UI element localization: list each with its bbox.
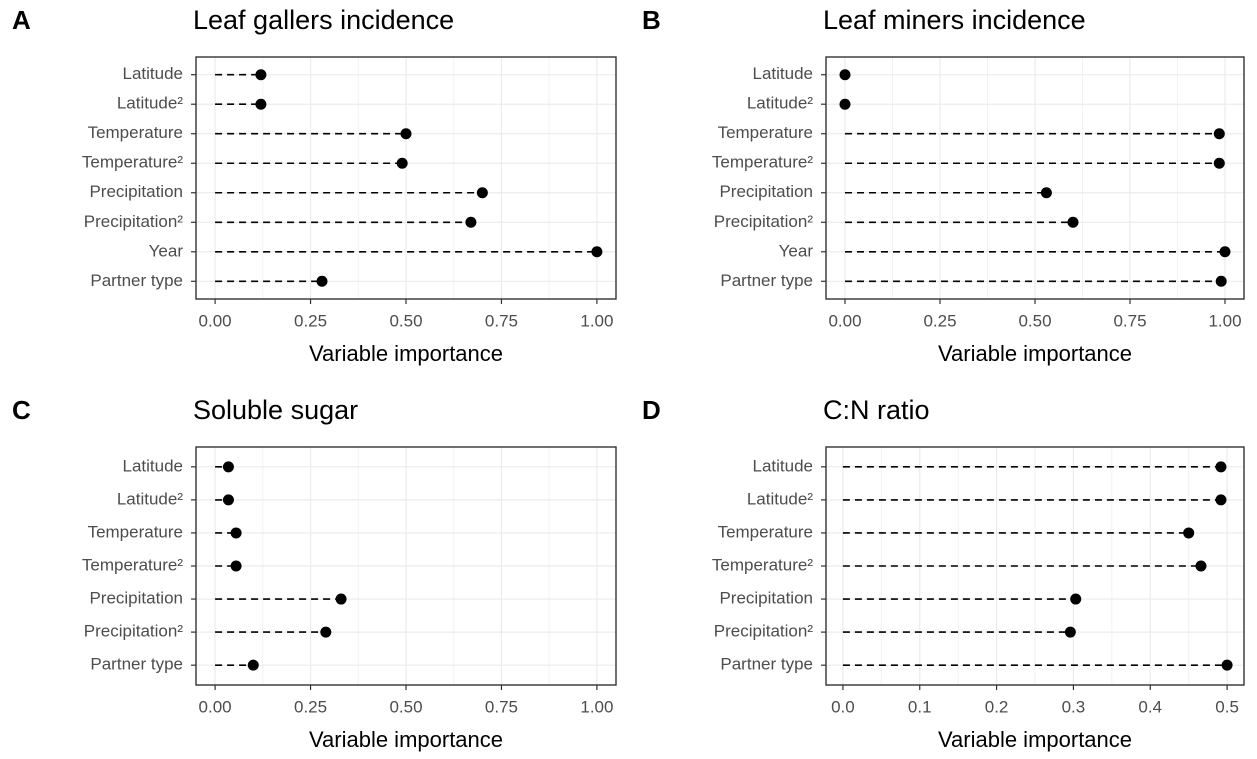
- panel-letter: B: [642, 5, 661, 35]
- y-tick-label: Latitude: [753, 64, 814, 83]
- y-tick-label: Year: [149, 241, 184, 260]
- dot: [320, 626, 332, 638]
- y-tick-label: Latitude: [753, 456, 814, 475]
- x-tick-label: 0.25: [294, 311, 327, 330]
- y-tick-label: Temperature²: [82, 153, 183, 172]
- x-axis-label: Variable importance: [309, 341, 503, 366]
- x-tick-label: 0.75: [485, 697, 518, 716]
- dot: [1213, 128, 1225, 140]
- y-tick-label: Precipitation: [719, 589, 813, 608]
- x-tick-label: 0.5: [1215, 697, 1239, 716]
- x-tick-label: 1.00: [1208, 311, 1241, 330]
- y-tick-label: Temperature²: [712, 153, 813, 172]
- dot: [247, 659, 259, 671]
- x-tick-label: 1.00: [580, 311, 613, 330]
- x-tick-label: 0.00: [199, 311, 232, 330]
- dot: [839, 98, 851, 110]
- dot: [465, 216, 477, 228]
- dot: [1064, 626, 1076, 638]
- panel-title: C:N ratio: [823, 395, 930, 425]
- x-tick-label: 0.25: [294, 697, 327, 716]
- dot: [1213, 157, 1225, 169]
- dot: [335, 593, 347, 605]
- x-axis-label: Variable importance: [309, 727, 503, 752]
- dot: [1070, 593, 1082, 605]
- x-tick-label: 0.50: [389, 311, 422, 330]
- y-tick-label: Latitude: [123, 456, 184, 475]
- dot: [1221, 659, 1233, 671]
- dot: [316, 275, 328, 287]
- x-axis-label: Variable importance: [938, 727, 1132, 752]
- y-tick-label: Temperature²: [82, 555, 183, 574]
- x-tick-label: 0.50: [1018, 311, 1051, 330]
- x-tick-label: 0.4: [1138, 697, 1162, 716]
- dot: [1067, 216, 1079, 228]
- panel-letter: A: [12, 5, 31, 35]
- x-axis-label: Variable importance: [938, 341, 1132, 366]
- y-tick-label: Precipitation²: [84, 212, 184, 231]
- panel-border: [825, 56, 1245, 300]
- dot: [591, 246, 603, 258]
- y-tick-label: Temperature: [88, 522, 183, 541]
- panel-border: [195, 446, 617, 686]
- x-tick-label: 0.25: [923, 311, 956, 330]
- y-tick-label: Temperature: [88, 123, 183, 142]
- y-tick-label: Precipitation²: [714, 212, 814, 231]
- panel-border: [825, 446, 1245, 686]
- dot: [839, 69, 851, 81]
- panel-letter: C: [12, 395, 31, 425]
- dot: [1215, 461, 1227, 473]
- dot: [396, 157, 408, 169]
- y-tick-label: Latitude²: [747, 94, 813, 113]
- y-tick-label: Precipitation: [89, 589, 183, 608]
- dot: [1040, 187, 1052, 199]
- y-tick-label: Latitude²: [117, 489, 183, 508]
- panel-title: Leaf gallers incidence: [193, 5, 454, 35]
- y-tick-label: Precipitation²: [714, 622, 814, 641]
- x-tick-label: 0.2: [985, 697, 1009, 716]
- dot: [1215, 494, 1227, 506]
- y-tick-label: Precipitation: [719, 182, 813, 201]
- y-tick-label: Partner type: [90, 271, 183, 290]
- x-tick-label: 0.1: [908, 697, 932, 716]
- x-tick-label: 1.00: [580, 697, 613, 716]
- dot: [255, 69, 267, 81]
- y-tick-label: Latitude²: [747, 489, 813, 508]
- x-tick-label: 0.50: [389, 697, 422, 716]
- x-tick-label: 0.00: [828, 311, 861, 330]
- dot: [230, 527, 242, 539]
- x-tick-label: 0.00: [199, 697, 232, 716]
- y-tick-label: Partner type: [720, 655, 813, 674]
- dot: [255, 98, 267, 110]
- y-tick-label: Temperature²: [712, 555, 813, 574]
- dot: [476, 187, 488, 199]
- x-tick-label: 0.3: [1062, 697, 1086, 716]
- x-tick-label: 0.0: [831, 697, 855, 716]
- panel-title: Leaf miners incidence: [823, 5, 1086, 35]
- y-tick-label: Partner type: [90, 655, 183, 674]
- dot: [222, 494, 234, 506]
- y-tick-label: Latitude: [123, 64, 184, 83]
- panel-border: [195, 56, 617, 300]
- y-tick-label: Temperature: [718, 522, 813, 541]
- dot: [400, 128, 412, 140]
- y-tick-label: Temperature: [718, 123, 813, 142]
- dot: [1183, 527, 1195, 539]
- panel-title: Soluble sugar: [193, 395, 358, 425]
- y-tick-label: Precipitation: [89, 182, 183, 201]
- y-tick-label: Partner type: [720, 271, 813, 290]
- dot: [1195, 560, 1207, 572]
- y-tick-label: Latitude²: [117, 94, 183, 113]
- dot: [230, 560, 242, 572]
- y-tick-label: Year: [779, 241, 814, 260]
- x-tick-label: 0.75: [1113, 311, 1146, 330]
- panel-letter: D: [642, 395, 661, 425]
- dot: [222, 461, 234, 473]
- dot: [1215, 275, 1227, 287]
- x-tick-label: 0.75: [485, 311, 518, 330]
- dot: [1219, 246, 1231, 258]
- y-tick-label: Precipitation²: [84, 622, 184, 641]
